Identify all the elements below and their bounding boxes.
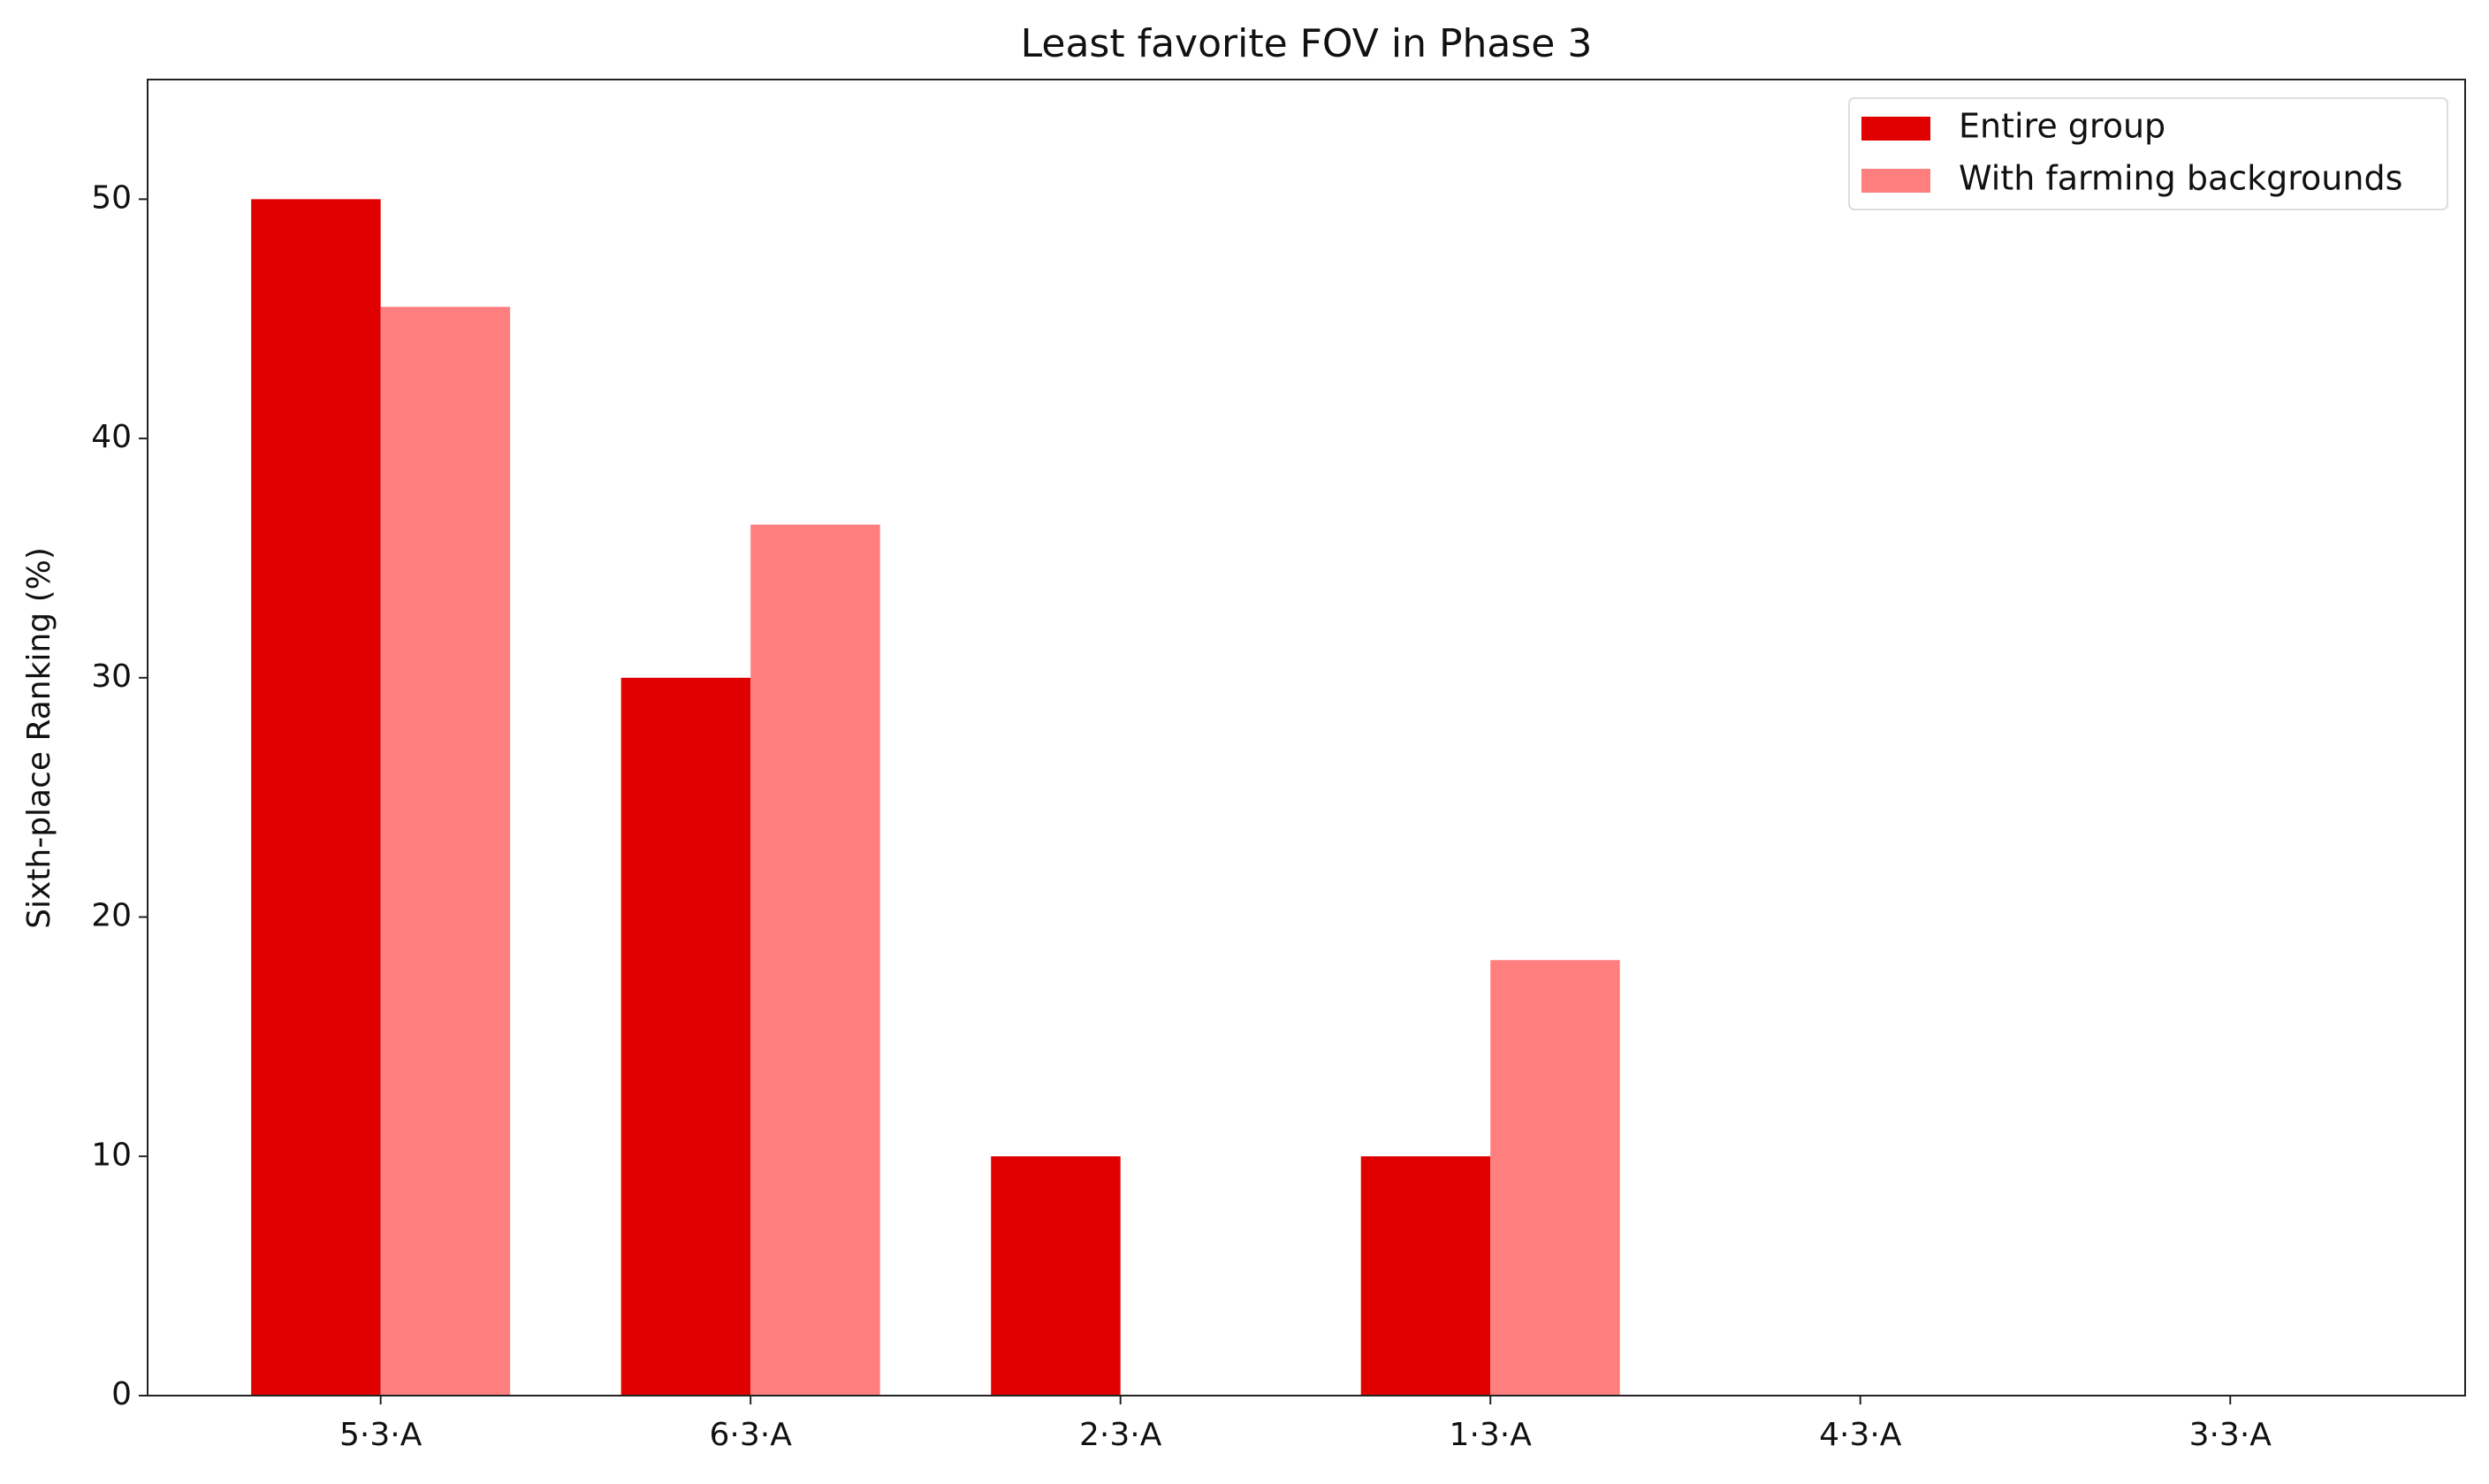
legend-label: With farming backgrounds <box>1959 159 2402 198</box>
chart-title: Least favorite FOV in Phase 3 <box>1021 21 1593 66</box>
y-tick-label: 30 <box>91 658 132 695</box>
x-tick-label: 5·3·A <box>339 1417 422 1453</box>
y-tick-label: 20 <box>91 898 132 934</box>
plot-frame <box>147 79 2466 1396</box>
x-tick-label: 3·3·A <box>2189 1417 2272 1453</box>
y-axis-label: Sixth-place Ranking (%) <box>21 547 57 929</box>
legend-swatch <box>1861 117 1930 141</box>
x-tick-label: 1·3·A <box>1450 1417 1533 1453</box>
y-tick-label: 0 <box>111 1376 132 1412</box>
y-tick-label: 10 <box>91 1137 132 1173</box>
x-tick-label: 2·3·A <box>1079 1417 1162 1453</box>
y-tick-label: 40 <box>91 419 132 455</box>
y-tick-label: 50 <box>91 179 132 216</box>
x-tick-label: 6·3·A <box>710 1417 793 1453</box>
bar <box>380 307 511 1396</box>
bar <box>750 524 880 1396</box>
bar <box>991 1156 1121 1396</box>
bar <box>1490 960 1620 1396</box>
bar <box>1360 1156 1491 1396</box>
legend-label: Entire group <box>1959 107 2166 146</box>
legend-swatch <box>1861 169 1930 193</box>
bar <box>620 677 751 1396</box>
legend-box <box>1848 97 2448 210</box>
x-tick-label: 4·3·A <box>1819 1417 1902 1453</box>
bar <box>251 199 381 1396</box>
